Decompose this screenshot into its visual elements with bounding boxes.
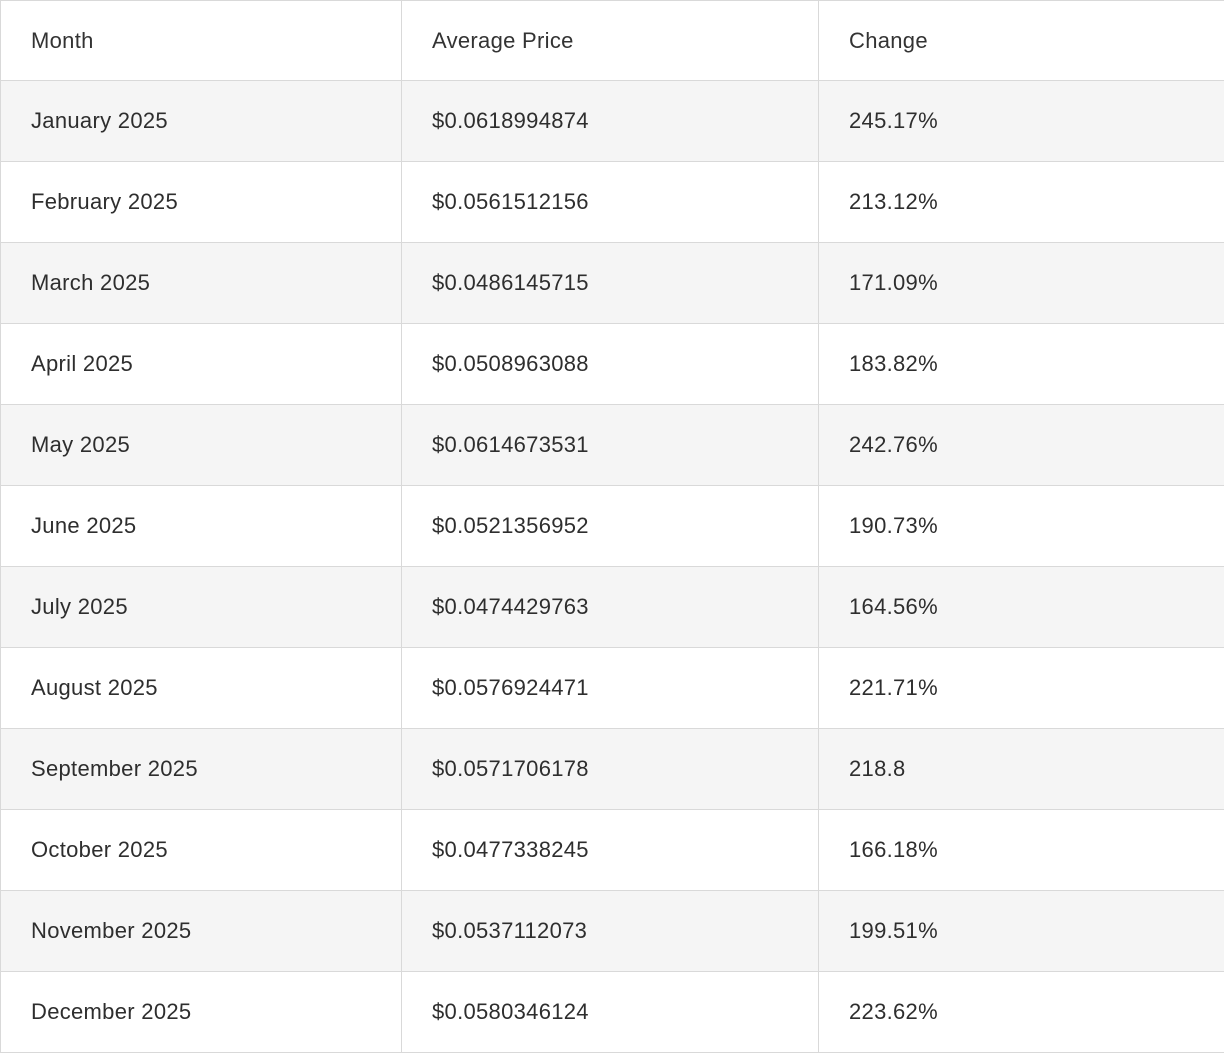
header-month: Month [0,0,402,81]
table-body: January 2025 $0.0618994874 245.17% Febru… [0,80,1224,1053]
header-row: Month Average Price Change [0,0,1224,81]
change-cell: 166.18% [818,809,1224,891]
table-header: Month Average Price Change [0,0,1224,81]
table-row: January 2025 $0.0618994874 245.17% [0,80,1224,162]
change-cell: 213.12% [818,161,1224,243]
change-cell: 183.82% [818,323,1224,405]
price-cell: $0.0618994874 [401,80,819,162]
change-cell: 164.56% [818,566,1224,648]
change-cell: 221.71% [818,647,1224,729]
change-cell: 245.17% [818,80,1224,162]
change-cell: 218.8 [818,728,1224,810]
table-row: August 2025 $0.0576924471 221.71% [0,647,1224,729]
table-row: March 2025 $0.0486145715 171.09% [0,242,1224,324]
month-cell: June 2025 [0,485,402,567]
month-cell: October 2025 [0,809,402,891]
month-cell: August 2025 [0,647,402,729]
table-row: November 2025 $0.0537112073 199.51% [0,890,1224,972]
month-cell: December 2025 [0,971,402,1053]
change-cell: 190.73% [818,485,1224,567]
price-cell: $0.0486145715 [401,242,819,324]
price-cell: $0.0614673531 [401,404,819,486]
header-change: Change [818,0,1224,81]
price-cell: $0.0508963088 [401,323,819,405]
month-cell: April 2025 [0,323,402,405]
price-cell: $0.0521356952 [401,485,819,567]
table-row: October 2025 $0.0477338245 166.18% [0,809,1224,891]
table-row: September 2025 $0.0571706178 218.8 [0,728,1224,810]
price-cell: $0.0576924471 [401,647,819,729]
month-cell: March 2025 [0,242,402,324]
table-row: May 2025 $0.0614673531 242.76% [0,404,1224,486]
price-cell: $0.0561512156 [401,161,819,243]
table-row: February 2025 $0.0561512156 213.12% [0,161,1224,243]
table-row: June 2025 $0.0521356952 190.73% [0,485,1224,567]
header-average-price: Average Price [401,0,819,81]
month-cell: September 2025 [0,728,402,810]
price-cell: $0.0580346124 [401,971,819,1053]
price-cell: $0.0474429763 [401,566,819,648]
month-cell: February 2025 [0,161,402,243]
change-cell: 199.51% [818,890,1224,972]
table-row: April 2025 $0.0508963088 183.82% [0,323,1224,405]
month-cell: May 2025 [0,404,402,486]
price-cell: $0.0571706178 [401,728,819,810]
table-row: December 2025 $0.0580346124 223.62% [0,971,1224,1053]
price-cell: $0.0537112073 [401,890,819,972]
month-cell: July 2025 [0,566,402,648]
change-cell: 223.62% [818,971,1224,1053]
month-cell: November 2025 [0,890,402,972]
month-cell: January 2025 [0,80,402,162]
change-cell: 242.76% [818,404,1224,486]
price-cell: $0.0477338245 [401,809,819,891]
change-cell: 171.09% [818,242,1224,324]
table-row: July 2025 $0.0474429763 164.56% [0,566,1224,648]
